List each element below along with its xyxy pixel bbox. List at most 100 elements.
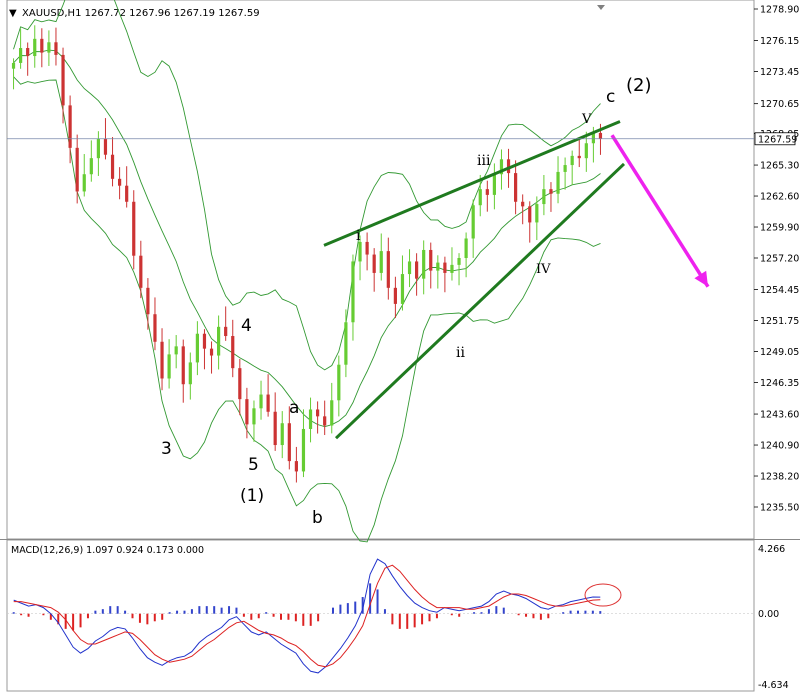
macd-macd-line	[13, 558, 601, 674]
candle-body	[323, 416, 327, 426]
candle-body	[82, 174, 86, 192]
candle-body	[563, 165, 567, 172]
candle-body	[40, 38, 44, 53]
candle-body	[167, 354, 171, 379]
bollinger-upper-band	[13, 0, 601, 371]
candle-body	[464, 238, 468, 258]
candle-body	[521, 201, 525, 207]
candle-body	[591, 132, 595, 144]
candle-body	[485, 189, 489, 195]
price-tick-label: 1249.05	[760, 347, 799, 358]
macd-tick-top: 4.266	[758, 544, 785, 555]
candle-body	[174, 346, 178, 355]
candle-body	[422, 249, 426, 279]
candle-body	[450, 264, 454, 273]
macd-tick-bottom: -4.634	[758, 680, 789, 691]
current-price-box	[754, 132, 796, 146]
candle-body	[577, 155, 581, 159]
price-tick-label: 1276.15	[760, 36, 799, 47]
candle-body	[153, 314, 157, 342]
upper-channel-line	[323, 120, 621, 247]
candle-body	[379, 251, 383, 273]
candle-body	[75, 147, 79, 192]
candle-body	[118, 178, 122, 186]
candle-body	[499, 159, 504, 175]
candle-body	[372, 254, 376, 273]
candle-body	[443, 262, 447, 273]
candle-body	[584, 143, 588, 159]
macd-highlight-ellipse	[584, 583, 622, 607]
candle-body	[266, 394, 270, 412]
candle-body	[146, 287, 150, 315]
price-tick-label: 1265.30	[760, 161, 799, 172]
candle-body	[316, 409, 320, 417]
candle-body	[33, 38, 37, 57]
candle-body	[273, 411, 277, 446]
macd-label: MACD(12,26,9) 1.097 0.924 0.173 0.000	[11, 545, 204, 556]
candle-body	[506, 159, 511, 174]
candle-body	[252, 408, 256, 425]
candle-body	[556, 171, 560, 194]
price-tick-label: 1235.50	[760, 503, 799, 514]
price-tick-label: 1270.65	[760, 99, 799, 110]
price-tick-label: 1243.60	[760, 410, 799, 421]
price-tick-label: 1278.90	[760, 5, 799, 16]
candle-body	[528, 206, 532, 223]
candle-body	[139, 255, 143, 288]
price-tick-label: 1273.45	[760, 67, 799, 78]
candle-body	[238, 368, 242, 400]
candle-body	[400, 274, 405, 304]
candle-body	[103, 138, 108, 155]
candle-body	[344, 322, 348, 365]
candle-body	[280, 423, 284, 446]
wave-5-label: 5	[248, 455, 259, 475]
candle-body	[11, 62, 16, 69]
candle-body	[351, 261, 355, 323]
macd-panel	[6, 539, 755, 692]
price-tick-label: 1246.35	[760, 378, 799, 389]
wave-iii-label: iii	[477, 153, 491, 169]
candle-body	[330, 400, 334, 426]
candle-body	[549, 189, 553, 194]
wave-a-label: a	[289, 398, 299, 418]
candle-body	[478, 189, 482, 206]
bollinger-middle-band	[13, 49, 601, 428]
lower-channel-line	[334, 162, 626, 440]
wave-i-label: i	[356, 228, 361, 244]
candle-body	[471, 205, 475, 239]
price-tick-label: 1257.20	[760, 254, 799, 265]
wave-1-label: (1)	[240, 486, 264, 506]
bollinger-lower-band	[13, 76, 601, 543]
candle-body	[358, 241, 362, 262]
price-tick-label: 1238.20	[760, 472, 799, 483]
candle-body	[202, 333, 207, 349]
candlesticks	[11, 25, 603, 483]
candle-body	[294, 461, 298, 472]
candle-body	[301, 428, 306, 472]
current-price-label: 1267.59	[758, 134, 797, 145]
wave-v-label: V	[581, 112, 592, 127]
projection-arrow-head	[694, 270, 708, 287]
price-tick-label: 1254.45	[760, 285, 799, 296]
candle-body	[195, 333, 199, 363]
candle-body	[209, 348, 214, 356]
trendlines	[323, 120, 710, 440]
scroll-marker-icon[interactable]	[597, 5, 605, 10]
wave-3-label: 3	[161, 439, 172, 459]
candle-body	[19, 48, 23, 63]
candle-body	[231, 336, 235, 369]
projection-arrow-line	[610, 134, 710, 288]
wave-4-label: 4	[241, 316, 252, 336]
dropdown-icon[interactable]: ▼	[9, 8, 17, 19]
candle-body	[337, 364, 341, 401]
wave-b-label: b	[312, 508, 323, 528]
candle-body	[125, 185, 129, 202]
candle-body	[181, 346, 185, 385]
candle-body	[429, 249, 433, 271]
wave-2-label: (2)	[626, 75, 652, 96]
macd-tick-zero: 0.00	[758, 609, 779, 620]
candle-body	[598, 132, 603, 139]
candle-body	[132, 201, 136, 256]
candle-body	[415, 261, 419, 279]
